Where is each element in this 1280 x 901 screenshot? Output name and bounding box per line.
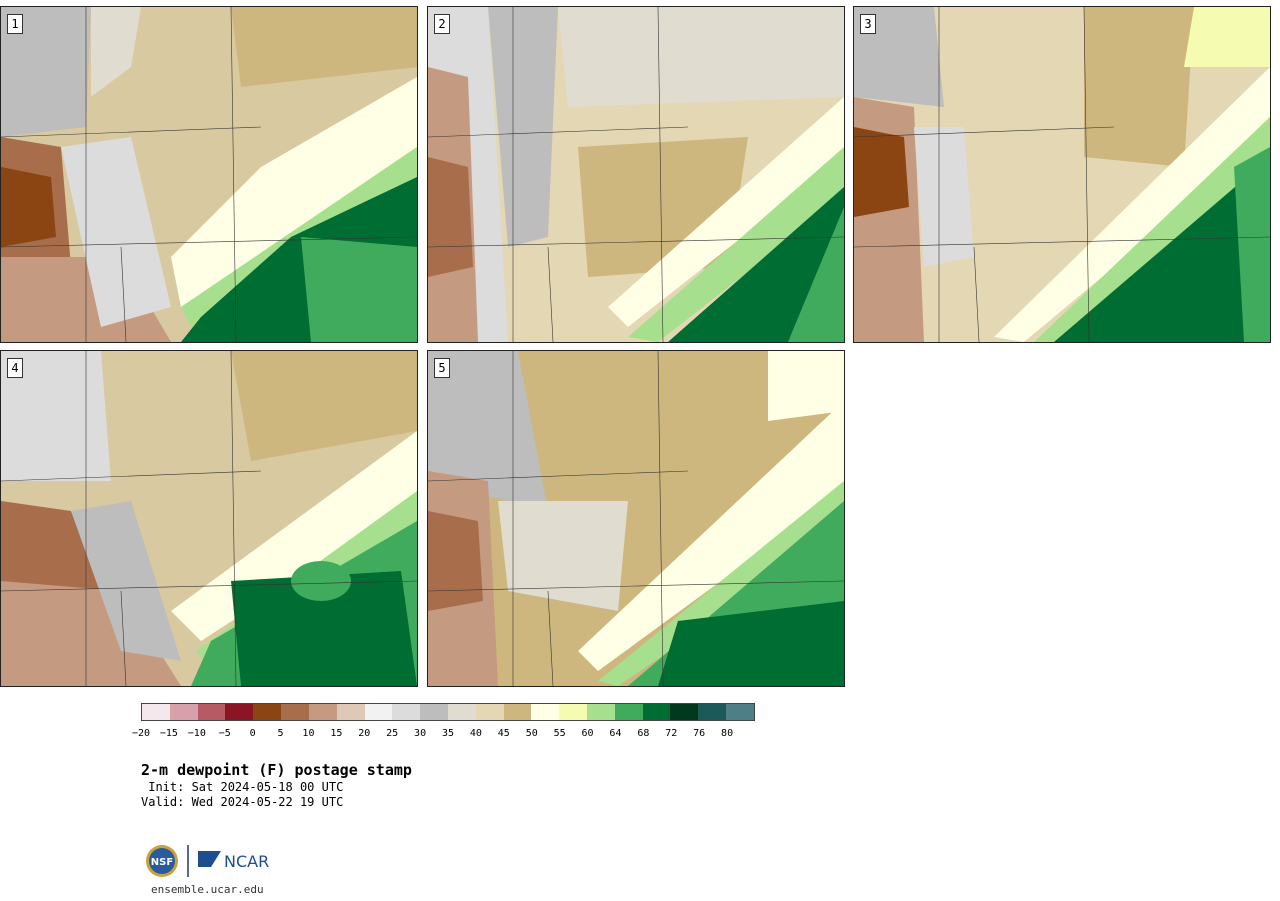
colorbar-tick-label: −10 — [187, 728, 206, 739]
colorbar-swatch — [392, 704, 421, 720]
colorbar-swatch — [559, 704, 587, 720]
colorbar-tick-labels: −20 −15 −10 −5 0 5 10 15 20 25 30 35 40 45 50 55 60 64 68 7… — [132, 728, 755, 742]
colorbar-tick-label: 72 — [665, 728, 678, 739]
colorbar-tick-label: 20 — [358, 728, 371, 739]
colorbar-tick-label: 30 — [414, 728, 427, 739]
colorbar-swatch — [670, 704, 699, 720]
init-time: Init: Sat 2024-05-18 00 UTC — [141, 780, 344, 794]
valid-time: Valid: Wed 2024-05-22 19 UTC — [141, 795, 344, 809]
colorbar-tick-label: 64 — [609, 728, 622, 739]
colorbar-swatch — [503, 704, 532, 720]
dewpoint-map-1 — [1, 7, 417, 342]
nsf-ncar-logos: NSF NCAR — [145, 843, 275, 879]
colorbar-swatch — [420, 704, 448, 720]
colorbar-swatch — [225, 704, 254, 720]
colorbar-swatch — [253, 704, 282, 720]
colorbar-tick-label: −5 — [218, 728, 231, 739]
colorbar-tick-label: −15 — [159, 728, 178, 739]
panel-number-3: 3 — [860, 14, 876, 34]
website-url: ensemble.ucar.edu — [151, 883, 264, 896]
colorbar-swatch — [587, 704, 615, 720]
map-panel-4: 4 — [0, 350, 418, 687]
colorbar-tick-label: 35 — [441, 728, 455, 739]
colorbar-swatch — [614, 704, 643, 720]
map-panel-2: 2 — [427, 6, 845, 343]
colorbar-tick-label: 55 — [553, 728, 566, 739]
colorbar-swatch — [726, 704, 754, 720]
map-panel-3: 3 — [853, 6, 1271, 343]
colorbar-swatch — [698, 704, 727, 720]
ncar-logo-text: NCAR — [224, 852, 269, 871]
colorbar-tick-label: 45 — [497, 728, 510, 739]
colorbar-swatch — [364, 704, 393, 720]
colorbar-swatch — [142, 704, 170, 720]
dewpoint-colorbar — [141, 703, 755, 721]
colorbar-swatch — [336, 704, 365, 720]
colorbar-swatch — [447, 704, 476, 720]
colorbar-tick-label: 68 — [637, 728, 650, 739]
map-panel-5: 5 — [427, 350, 845, 687]
colorbar-swatch — [531, 704, 560, 720]
colorbar-swatch — [642, 704, 671, 720]
colorbar-tick-label: −20 — [131, 728, 151, 739]
panel-number-1: 1 — [7, 14, 23, 34]
logo-graphic: NSF NCAR — [146, 845, 269, 877]
colorbar-tick-label: 5 — [277, 728, 284, 739]
chart-title: 2-m dewpoint (F) postage stamp — [141, 761, 412, 779]
panel-number-4: 4 — [7, 358, 23, 378]
colorbar-tick-label: 10 — [302, 728, 315, 739]
colorbar-tick-label: 15 — [330, 728, 343, 739]
dewpoint-map-3 — [854, 7, 1270, 342]
colorbar-tick-label: 80 — [721, 728, 734, 739]
dewpoint-map-5 — [428, 351, 844, 686]
panel-number-5: 5 — [434, 358, 450, 378]
colorbar-swatch — [308, 704, 337, 720]
colorbar-tick-label: 40 — [469, 728, 482, 739]
map-panel-1: 1 — [0, 6, 418, 343]
colorbar-swatch — [281, 704, 309, 720]
colorbar-tick-label: 0 — [249, 728, 256, 739]
panel-number-2: 2 — [434, 14, 450, 34]
dewpoint-map-2 — [428, 7, 844, 342]
dewpoint-map-4 — [1, 351, 417, 686]
colorbar-tick-label: 50 — [525, 728, 538, 739]
colorbar-swatch — [475, 704, 504, 720]
colorbar-tick-label: 76 — [693, 728, 706, 739]
colorbar-swatch — [169, 704, 198, 720]
colorbar-swatch — [197, 704, 226, 720]
nsf-logo-text: NSF — [151, 857, 173, 868]
ncar-logo-icon — [198, 851, 221, 867]
colorbar-tick-label: 60 — [581, 728, 594, 739]
colorbar-tick-label: 25 — [386, 728, 399, 739]
